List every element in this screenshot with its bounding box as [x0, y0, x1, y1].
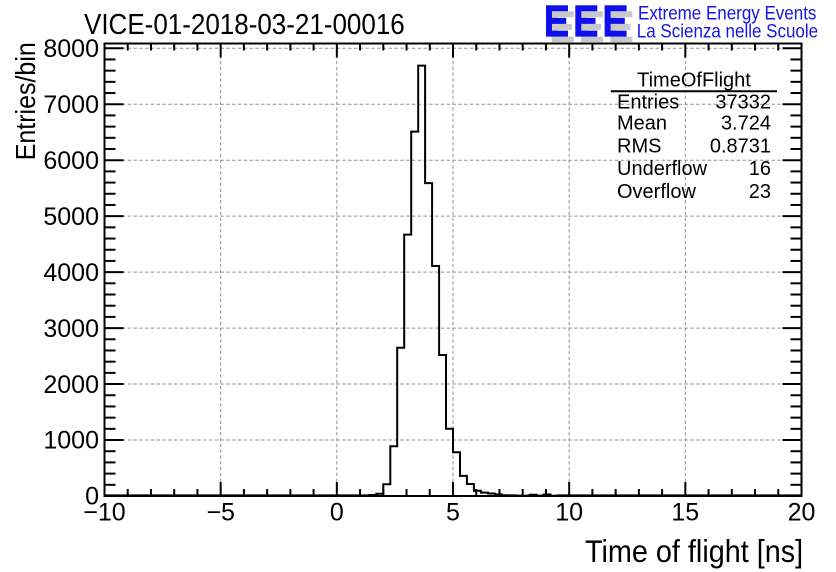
svg-text:Underflow: Underflow	[617, 158, 708, 180]
svg-text:16: 16	[749, 158, 771, 180]
svg-text:0.8731: 0.8731	[710, 135, 771, 157]
svg-text:6000: 6000	[43, 147, 99, 175]
svg-text:10: 10	[555, 499, 583, 527]
svg-text:0: 0	[85, 483, 99, 511]
svg-text:1000: 1000	[43, 427, 99, 455]
svg-text:Mean: Mean	[617, 113, 667, 135]
svg-text:RMS: RMS	[617, 135, 661, 157]
svg-text:5: 5	[446, 499, 460, 527]
svg-text:15: 15	[671, 499, 699, 527]
svg-text:4000: 4000	[43, 259, 99, 287]
svg-text:0: 0	[330, 499, 344, 527]
svg-text:7000: 7000	[43, 91, 99, 119]
svg-text:TimeOfFlight: TimeOfFlight	[637, 70, 751, 92]
svg-text:Extreme Energy Events: Extreme Energy Events	[638, 2, 816, 23]
svg-text:23: 23	[749, 181, 771, 203]
svg-text:−5: −5	[206, 499, 235, 527]
svg-text:Entries: Entries	[617, 92, 679, 114]
svg-text:VICE-01-2018-03-21-00016: VICE-01-2018-03-21-00016	[84, 7, 405, 40]
svg-text:5000: 5000	[43, 203, 99, 231]
svg-text:Overflow: Overflow	[617, 181, 696, 203]
svg-text:Entries/bin: Entries/bin	[10, 42, 42, 160]
svg-text:3000: 3000	[43, 315, 99, 343]
svg-text:−10: −10	[83, 499, 125, 527]
svg-text:Time of flight [ns]: Time of flight [ns]	[585, 535, 803, 570]
svg-text:37332: 37332	[715, 92, 771, 114]
svg-text:8000: 8000	[43, 35, 99, 63]
svg-text:La Scienza nelle Scuole: La Scienza nelle Scuole	[637, 21, 818, 42]
svg-text:3.724: 3.724	[721, 113, 771, 135]
svg-text:20: 20	[788, 499, 816, 527]
svg-text:2000: 2000	[43, 371, 99, 399]
